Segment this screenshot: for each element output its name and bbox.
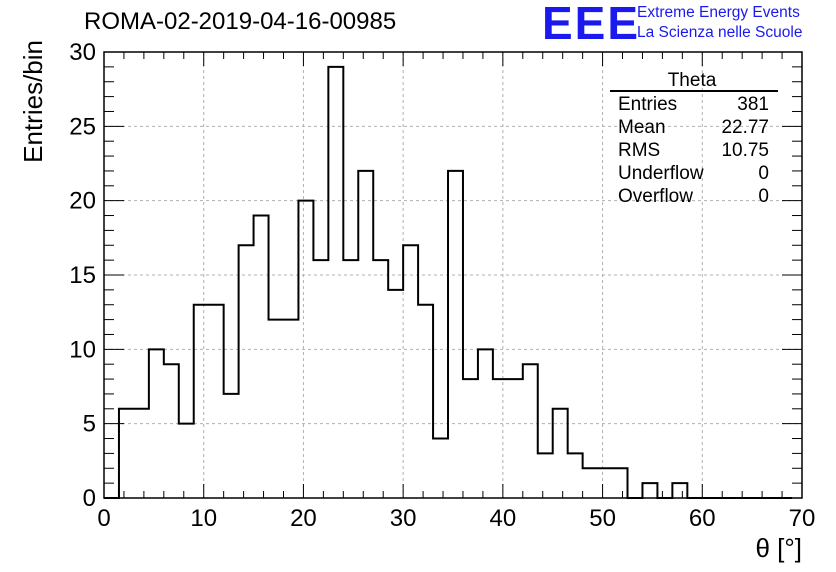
y-tick-label: 20 <box>69 188 96 215</box>
histogram-bin <box>224 394 239 498</box>
histogram-bin <box>134 409 149 498</box>
x-tick-label: 0 <box>97 505 110 532</box>
x-tick-label: 30 <box>390 505 417 532</box>
stats-value: 0 <box>758 186 769 207</box>
stats-value: 0 <box>758 163 769 184</box>
logo-caption: Extreme Energy Events La Scienza nelle S… <box>637 3 802 43</box>
histogram-bin <box>328 67 343 498</box>
histogram-bin <box>313 260 328 498</box>
x-tick-label: 10 <box>190 505 217 532</box>
y-tick-label: 15 <box>69 262 96 289</box>
y-tick-label: 30 <box>69 39 96 66</box>
histogram-bin <box>568 453 583 498</box>
histogram-bin <box>463 379 478 498</box>
histogram-bin <box>209 305 224 498</box>
histogram-bin <box>388 290 403 498</box>
stats-label: Overflow <box>618 186 693 207</box>
histogram-series <box>104 65 793 499</box>
x-tick-label: 70 <box>789 505 816 532</box>
stats-title: Theta <box>668 70 717 91</box>
histogram-bin <box>149 349 164 498</box>
histogram-bin <box>448 171 463 498</box>
stats-value: 381 <box>737 94 769 115</box>
chart-title: ROMA-02-2019-04-16-00985 <box>84 8 397 35</box>
logo-line-2: La Scienza nelle Scuole <box>637 24 803 41</box>
histogram-bin <box>403 245 418 498</box>
logo-line-1: Extreme Energy Events <box>637 4 800 21</box>
histogram-bin <box>194 305 209 498</box>
histogram-bin <box>538 453 553 498</box>
stats-value: 10.75 <box>721 140 769 161</box>
histogram-bin <box>254 216 269 498</box>
histogram-bin <box>373 260 388 498</box>
stats-label: Underflow <box>618 163 704 184</box>
histogram-bin <box>179 424 194 498</box>
histogram-bin <box>508 379 523 498</box>
histogram-bin <box>672 483 687 498</box>
histogram-bin <box>269 320 284 498</box>
y-tick-label: 10 <box>69 336 96 363</box>
histogram-bin <box>343 260 358 498</box>
x-axis-label: θ [°] <box>755 533 802 563</box>
x-tick-label: 60 <box>689 505 716 532</box>
histogram-bin <box>433 439 448 498</box>
stats-value: 22.77 <box>721 117 769 138</box>
stats-label: Entries <box>618 94 677 115</box>
histogram-bin <box>583 468 598 498</box>
x-tick-label: 50 <box>589 505 616 532</box>
histogram-bin <box>358 171 373 498</box>
histogram-bin <box>493 379 508 498</box>
histogram-bin <box>613 468 628 498</box>
histogram-bin <box>418 305 433 498</box>
y-tick-label: 5 <box>83 411 96 438</box>
stats-label: Mean <box>618 117 666 138</box>
y-tick-label: 0 <box>83 485 96 512</box>
stats-label: RMS <box>618 140 660 161</box>
histogram-bin <box>119 409 134 498</box>
x-tick-label: 40 <box>490 505 517 532</box>
y-tick-label: 25 <box>69 113 96 140</box>
histogram-bin <box>298 201 313 498</box>
y-axis-label: Entries/bin <box>18 40 48 163</box>
x-tick-label: 20 <box>290 505 317 532</box>
eee-logo: EEE <box>542 0 641 49</box>
histogram-bin <box>642 483 657 498</box>
histogram-bin <box>598 468 613 498</box>
histogram-bin <box>553 409 568 498</box>
histogram-bin <box>523 364 538 498</box>
histogram-bin <box>283 320 298 498</box>
histogram-bin <box>239 245 254 498</box>
histogram-bin <box>164 364 179 498</box>
